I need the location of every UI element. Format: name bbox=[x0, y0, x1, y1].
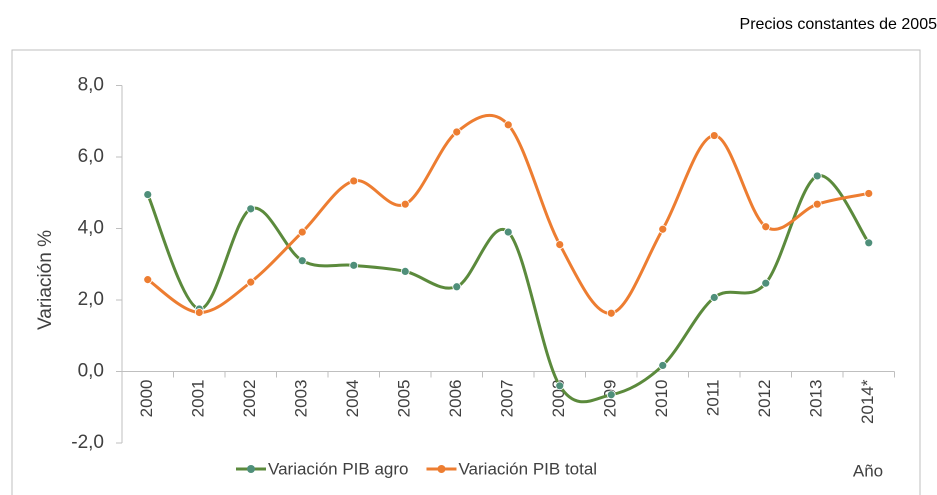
x-tick-label: 2010 bbox=[652, 380, 671, 418]
marker bbox=[452, 127, 462, 137]
marker bbox=[194, 308, 204, 317]
marker bbox=[555, 240, 565, 249]
marker bbox=[143, 190, 153, 199]
marker bbox=[709, 293, 719, 302]
marker bbox=[246, 204, 256, 214]
marker bbox=[658, 224, 668, 234]
marker bbox=[503, 120, 513, 130]
marker bbox=[761, 278, 771, 288]
legend-label: Variación PIB agro bbox=[268, 459, 408, 478]
y-tick-label: 4,0 bbox=[78, 218, 104, 239]
marker bbox=[349, 260, 359, 270]
x-tick-label: 2004 bbox=[343, 380, 362, 418]
marker bbox=[349, 176, 359, 186]
chart-border bbox=[11, 49, 921, 495]
marker bbox=[864, 189, 874, 198]
y-tick-label: 0,0 bbox=[78, 361, 104, 382]
x-tick-label: 2000 bbox=[137, 380, 156, 418]
subtitle: Precios constantes de 2005 bbox=[740, 16, 937, 33]
marker bbox=[297, 256, 307, 266]
marker bbox=[400, 266, 410, 276]
legend-marker bbox=[247, 465, 255, 473]
x-tick-label: 2006 bbox=[446, 380, 465, 418]
marker bbox=[606, 308, 616, 318]
marker bbox=[297, 227, 307, 237]
x-tick-label: 2007 bbox=[498, 380, 517, 418]
y-tick-label: -2,0 bbox=[71, 432, 104, 453]
marker bbox=[503, 227, 513, 237]
marker bbox=[246, 277, 256, 287]
marker bbox=[400, 199, 410, 209]
x-tick-label: 2014* bbox=[858, 379, 877, 424]
x-tick-label: 2012 bbox=[755, 380, 774, 418]
marker bbox=[143, 275, 153, 285]
marker bbox=[812, 171, 822, 181]
x-tick-label: 2005 bbox=[395, 380, 414, 418]
marker bbox=[606, 390, 616, 400]
x-axis-label: Año bbox=[853, 461, 883, 480]
line bbox=[146, 174, 870, 404]
marker bbox=[555, 381, 565, 391]
y-tick-label: 8,0 bbox=[78, 75, 104, 96]
marker bbox=[452, 282, 462, 292]
y-tick-label: 2,0 bbox=[78, 289, 104, 310]
line bbox=[146, 113, 870, 315]
x-tick-label: 2002 bbox=[240, 380, 259, 418]
x-tick-label: 2001 bbox=[189, 380, 208, 418]
legend-marker bbox=[437, 465, 446, 473]
marker bbox=[709, 131, 719, 140]
legend-label: Variación PIB total bbox=[458, 459, 597, 478]
x-tick-label: 2003 bbox=[292, 380, 311, 418]
x-tick-label: 2011 bbox=[704, 380, 723, 417]
y-axis-label: Variación % bbox=[35, 230, 56, 330]
marker bbox=[812, 199, 822, 209]
marker bbox=[864, 238, 874, 248]
x-tick-label: 2013 bbox=[807, 380, 826, 418]
marker bbox=[761, 222, 771, 232]
marker bbox=[658, 361, 668, 370]
y-tick-label: 6,0 bbox=[78, 146, 104, 167]
